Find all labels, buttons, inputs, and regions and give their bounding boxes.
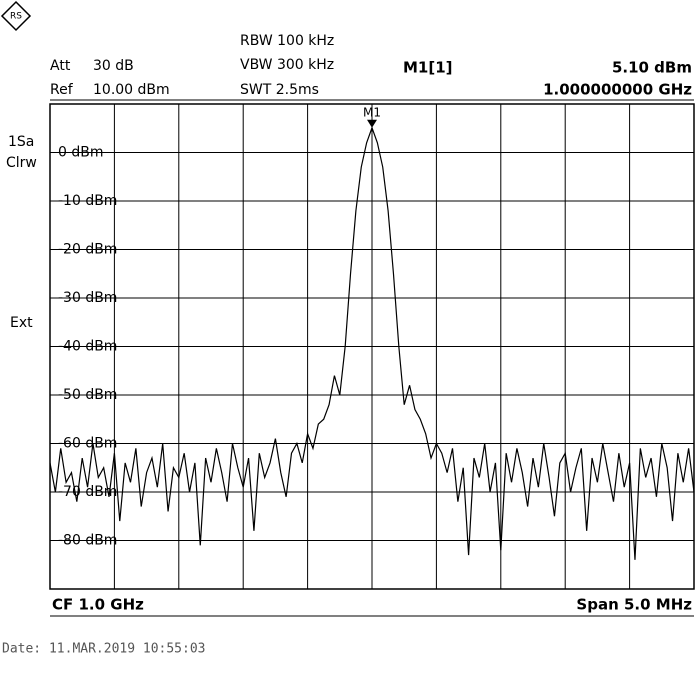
trace-detector: Clrw (6, 155, 37, 171)
marker-value: 5.10 dBm (612, 59, 692, 77)
y-tick-label: -60 dBm (58, 436, 117, 452)
y-tick-label: 0 dBm (58, 145, 104, 161)
marker (367, 119, 377, 128)
span: Span 5.0 MHz (576, 596, 692, 614)
logo: RS (0, 0, 32, 32)
ref-label: Ref (50, 82, 74, 98)
ref: 10.00 dBm (93, 82, 170, 98)
y-tick-label: -30 dBm (58, 290, 117, 306)
trigger: Ext (10, 315, 33, 331)
trace (49, 125, 695, 560)
marker-readout: M1[1] (403, 59, 453, 77)
center-frequency: CF 1.0 GHz (52, 596, 144, 614)
marker-frequency: 1.000000000 GHz (543, 81, 692, 99)
y-tick-label: -40 dBm (58, 339, 117, 355)
y-tick-label: -10 dBm (58, 193, 117, 209)
y-tick-label: -80 dBm (58, 533, 117, 549)
trace-mode: 1Sa (8, 134, 34, 150)
att-label: Att (50, 58, 71, 74)
date: Date: 11.MAR.2019 10:55:03 (2, 642, 206, 657)
vbw: VBW 300 kHz (240, 57, 334, 73)
rbw: RBW 100 kHz (240, 33, 334, 49)
att: 30 dB (93, 58, 134, 74)
svg-text:RS: RS (10, 12, 22, 22)
marker-label: M1 (363, 105, 381, 119)
y-tick-label: -20 dBm (58, 242, 117, 258)
swt: SWT 2.5ms (240, 82, 319, 98)
y-tick-label: -50 dBm (58, 387, 117, 403)
y-tick-label: -70 dBm (58, 484, 117, 500)
